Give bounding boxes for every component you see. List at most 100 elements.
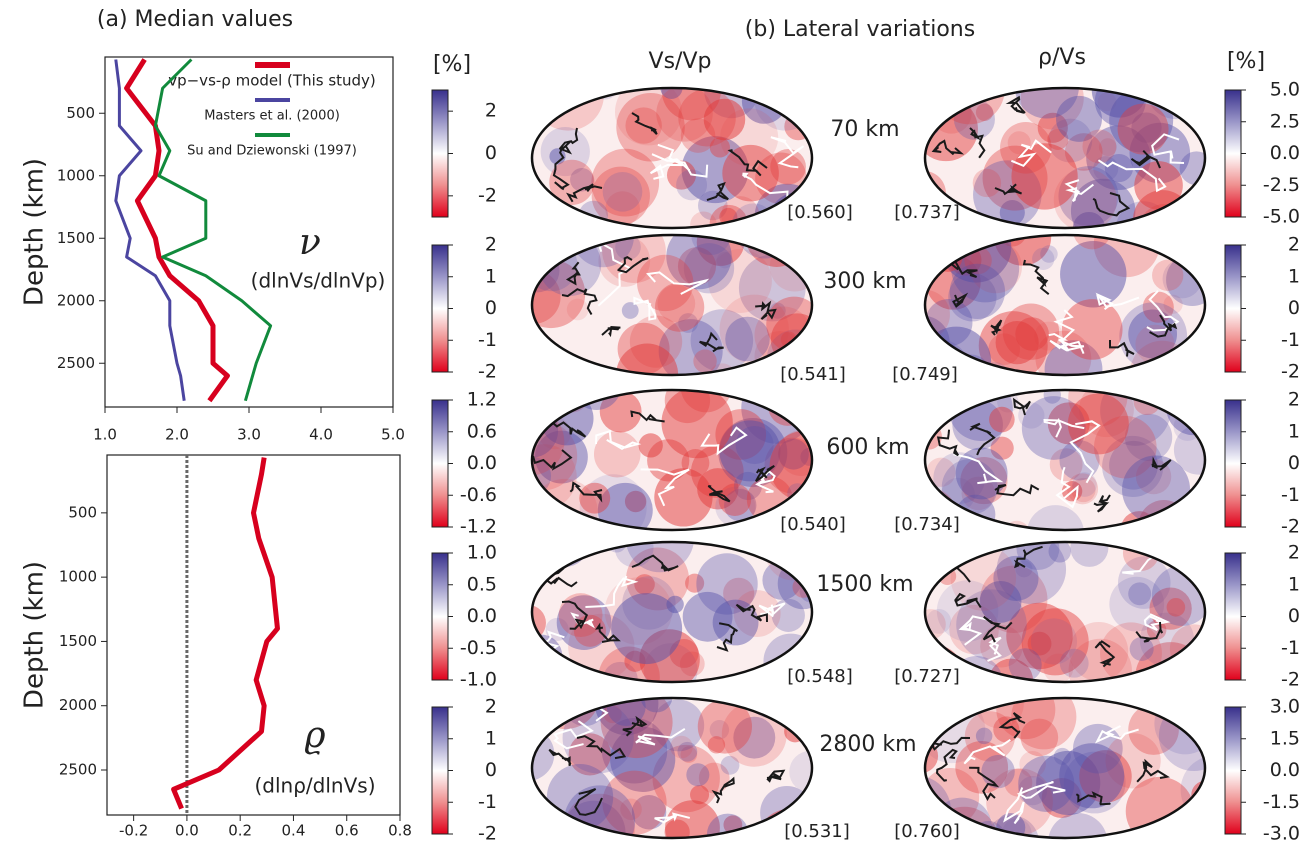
- anomaly-blob: [696, 553, 758, 615]
- anomaly-blob: [1109, 440, 1158, 490]
- x-tick-label: 0.8: [388, 822, 412, 840]
- anomaly-blob: [1079, 750, 1132, 803]
- anomaly-blob: [1059, 743, 1125, 809]
- profile-line: [171, 457, 280, 810]
- anomaly-blob: [995, 321, 1039, 365]
- anomaly-blob: [693, 349, 717, 373]
- y-axis-label: Depth (km): [20, 158, 50, 306]
- anomaly-blob: [683, 243, 735, 294]
- colorbar-tick-label: 0.0: [1270, 142, 1300, 164]
- anomaly-blob: [534, 430, 588, 484]
- plate-boundary: [755, 469, 776, 494]
- coastline: [1151, 456, 1172, 471]
- anomaly-blob: [1030, 618, 1078, 665]
- anomaly-blob: [712, 599, 759, 646]
- anomaly-blob: [774, 698, 794, 706]
- anomaly-blob: [1020, 88, 1084, 130]
- anomaly-blob: [980, 565, 1048, 633]
- anomaly-blob: [624, 490, 647, 513]
- colorbar: [431, 89, 449, 218]
- anomaly-blob: [955, 447, 1008, 500]
- colorbar: [431, 706, 449, 835]
- colorbar-tick-label: 0.6: [467, 420, 497, 442]
- anomaly-blob: [718, 483, 752, 517]
- anomaly-blob: [602, 770, 667, 835]
- coastline: [1136, 758, 1170, 783]
- coastline: [699, 331, 724, 353]
- legend-label: vp−vs-ρ model (This study): [168, 72, 376, 90]
- anomaly-blob: [972, 168, 1002, 198]
- anomaly-blob: [591, 166, 650, 225]
- anomaly-blob: [678, 313, 698, 333]
- map: [925, 542, 1205, 682]
- anomaly-blob: [579, 482, 611, 514]
- plate-boundary: [635, 727, 686, 746]
- anomaly-blob: [666, 160, 697, 190]
- anomaly-blob: [549, 148, 566, 165]
- anomaly-blob: [751, 670, 778, 682]
- anomaly-blob: [666, 595, 684, 614]
- anomaly-blob: [738, 254, 806, 322]
- anomaly-blob: [1109, 576, 1165, 632]
- plate-boundary: [570, 612, 595, 629]
- anomaly-blob: [720, 755, 740, 775]
- map-outline: [923, 233, 1207, 377]
- y-tick-label: 1000: [59, 568, 97, 586]
- coastline: [1075, 791, 1111, 806]
- anomaly-blob: [1072, 472, 1097, 497]
- anomaly-blob: [1163, 294, 1183, 314]
- anomaly-blob: [787, 483, 808, 504]
- colorbar-tick-label: -1: [1281, 329, 1300, 351]
- anomaly-blob: [949, 604, 999, 655]
- plate-boundary: [963, 739, 1011, 765]
- coastline: [1135, 621, 1164, 643]
- colorbar-tick-label: -2: [1281, 669, 1300, 691]
- plate-boundary: [1043, 417, 1085, 438]
- anomaly-blob: [1093, 415, 1157, 479]
- anomaly-blob: [591, 148, 660, 217]
- anomaly-blob: [925, 491, 929, 514]
- coastline: [716, 622, 738, 652]
- anomaly-blob: [1014, 88, 1079, 119]
- anomaly-blob: [1019, 750, 1046, 778]
- anomaly-blob: [680, 390, 732, 413]
- anomaly-blob: [696, 235, 745, 266]
- anomaly-blob: [1060, 241, 1127, 308]
- anomaly-blob: [677, 741, 698, 762]
- map-background: [532, 390, 812, 530]
- anomaly-blob: [996, 542, 1067, 604]
- column-header: Vs/Vp: [649, 49, 712, 74]
- anomaly-blob: [981, 754, 1015, 789]
- x-tick-label: -0.2: [119, 822, 148, 840]
- plate-boundary: [958, 615, 991, 646]
- anomaly-blob: [926, 608, 952, 634]
- anomaly-blob: [660, 88, 683, 99]
- colorbar-tick-label: -2: [1281, 516, 1300, 538]
- anomaly-blob: [1053, 168, 1117, 228]
- anomaly-blob: [979, 580, 1022, 623]
- anomaly-blob: [1098, 138, 1117, 157]
- anomaly-blob: [1021, 608, 1089, 676]
- anomaly-blob: [690, 309, 754, 372]
- anomaly-blob: [532, 444, 577, 510]
- profile-line: [153, 58, 273, 402]
- anomaly-blob: [652, 699, 705, 752]
- x-tick-label: 0.0: [175, 822, 199, 840]
- y-tick-label: 2500: [59, 761, 97, 779]
- anomaly-blob: [551, 88, 574, 107]
- plate-boundary: [583, 698, 609, 722]
- anomaly-blob: [975, 727, 993, 745]
- chart-title: (a) Median values: [97, 7, 293, 32]
- anomaly-blob: [955, 740, 1009, 794]
- coastline: [595, 622, 621, 643]
- plate-boundary: [1053, 309, 1085, 355]
- plate-boundary: [1055, 466, 1079, 509]
- plate-boundary: [1146, 290, 1180, 332]
- colorbar-tick-label: 0: [485, 759, 497, 781]
- anomaly-blob: [1040, 245, 1058, 263]
- plate-boundary: [1097, 159, 1167, 193]
- anomaly-blob: [690, 211, 717, 228]
- anomaly-blob: [1061, 299, 1123, 360]
- map-outline: [530, 696, 814, 840]
- anomaly-blob: [766, 296, 812, 353]
